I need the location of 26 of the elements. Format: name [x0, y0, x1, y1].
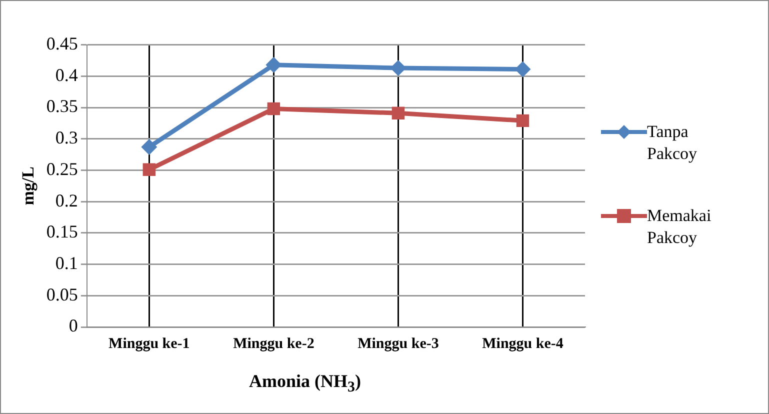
- point: [514, 61, 531, 78]
- y-tick-label: 0.15: [46, 222, 78, 242]
- x-axis-title: Amonia (NH$_{3}$): [248, 371, 362, 397]
- point: [266, 56, 282, 73]
- x-tick-label: Minggu ke-1: [108, 336, 190, 352]
- point: [141, 139, 158, 156]
- y-tick-label: 0.05: [46, 284, 78, 304]
- y-tick-label: 0.2: [55, 190, 78, 210]
- point: [390, 60, 406, 76]
- y-tick-label: 0.25: [46, 158, 78, 179]
- y-tick-label: 0: [68, 316, 78, 336]
- y-tick-label: 0.45: [46, 34, 78, 54]
- legend-label: Memakai Pakcoy: [647, 205, 712, 249]
- point: [267, 102, 280, 116]
- point: [142, 163, 156, 176]
- point: [392, 106, 405, 120]
- y-tick-label: 0.3: [55, 128, 78, 148]
- point: [516, 114, 530, 128]
- x-tick-label: Minggu ke-4: [482, 336, 564, 352]
- legend-label: Tanpa Pakcoy: [647, 121, 698, 165]
- y-axis-title: mg/L: [18, 166, 38, 206]
- y-tick-label: 0.35: [46, 96, 78, 116]
- y-tick-label: 0.1: [55, 253, 78, 274]
- x-tick-label: Minggu ke-2: [233, 336, 314, 352]
- x-tick-label: Minggu ke-3: [358, 336, 439, 352]
- y-tick-label: 0.4: [55, 64, 78, 85]
